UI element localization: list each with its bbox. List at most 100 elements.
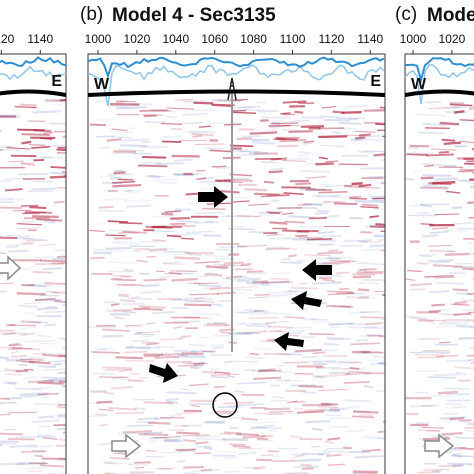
direction-label: W — [94, 76, 110, 93]
reflector — [22, 302, 42, 305]
reflector — [459, 180, 472, 183]
reflector — [115, 101, 125, 104]
reflector — [57, 147, 66, 149]
x-tick-label: 1040 — [162, 32, 189, 46]
reflector — [183, 466, 204, 469]
reflector — [281, 160, 307, 163]
reflector — [195, 441, 209, 445]
reflector — [156, 162, 184, 166]
reflector — [462, 267, 474, 271]
reflector — [454, 301, 467, 305]
reflector — [175, 448, 197, 452]
reflector — [32, 215, 59, 219]
reflector — [279, 352, 305, 356]
reflector — [14, 237, 34, 240]
reflector — [224, 360, 233, 364]
reflector — [0, 356, 9, 360]
reflector — [232, 445, 251, 449]
reflector — [187, 282, 201, 285]
reflector — [14, 387, 42, 391]
reflector — [236, 433, 260, 437]
reflector — [429, 250, 455, 253]
reflector — [123, 268, 134, 272]
reflector — [127, 379, 144, 383]
reflector — [49, 175, 66, 179]
reflector — [0, 179, 14, 183]
reflector — [303, 140, 315, 143]
reflector — [20, 204, 39, 207]
reflector — [212, 346, 224, 349]
panel-label: (c) — [395, 4, 417, 25]
reflector — [49, 122, 66, 125]
reflector — [31, 419, 60, 423]
reflector — [3, 332, 16, 335]
reflector — [329, 371, 350, 375]
reflector — [111, 274, 133, 278]
reflector — [32, 386, 52, 390]
reflector — [415, 421, 430, 425]
reflector — [270, 157, 287, 161]
reflector — [369, 225, 385, 229]
reflector — [315, 162, 334, 166]
reflector — [258, 214, 275, 217]
reflector — [308, 333, 335, 336]
reflector — [216, 248, 232, 251]
reflector — [57, 371, 66, 374]
reflector — [29, 205, 47, 210]
reflector — [236, 215, 261, 218]
reflector — [287, 400, 298, 404]
reflector — [264, 321, 277, 325]
reflector — [358, 133, 371, 137]
reflector — [182, 99, 198, 104]
reflector — [321, 105, 336, 109]
reflector — [343, 260, 369, 263]
reflector — [267, 193, 290, 197]
reflector — [438, 434, 458, 438]
reflector — [256, 437, 269, 441]
reflector — [283, 361, 309, 364]
reflector — [232, 99, 248, 101]
reflector — [426, 153, 455, 157]
reflector — [166, 115, 177, 119]
reflector — [352, 186, 381, 189]
reflector — [236, 137, 252, 141]
reflector — [48, 377, 66, 381]
reflector — [353, 410, 379, 414]
reflector — [37, 334, 51, 338]
reflector — [359, 334, 371, 337]
reflector — [364, 150, 385, 153]
reflector — [326, 414, 342, 417]
reflector — [19, 358, 44, 361]
reflector — [179, 121, 203, 125]
reflector — [464, 429, 474, 433]
arrow — [291, 291, 322, 310]
reflector — [459, 447, 474, 450]
reflector — [166, 234, 182, 238]
reflector — [130, 372, 140, 375]
reflector — [108, 261, 138, 264]
reflector — [0, 211, 5, 214]
reflector — [373, 153, 385, 157]
arrow — [198, 186, 228, 208]
reflector — [268, 293, 288, 298]
reflector — [16, 292, 46, 296]
reflector — [117, 431, 139, 435]
reflector — [437, 105, 462, 109]
reflector — [102, 328, 130, 333]
reflector — [116, 148, 144, 152]
reflector — [424, 274, 447, 278]
reflector — [8, 160, 24, 163]
x-tick-label: 1080 — [240, 32, 267, 46]
reflector — [164, 210, 182, 213]
reflector — [272, 396, 285, 399]
reflector — [8, 347, 23, 351]
reflector — [0, 444, 3, 446]
reflector — [420, 186, 448, 190]
reflector — [454, 452, 463, 456]
reflector — [216, 411, 232, 414]
reflector — [451, 222, 474, 225]
reflector — [280, 112, 291, 115]
reflector — [324, 408, 341, 413]
reflector — [40, 294, 60, 297]
reflector — [427, 376, 457, 379]
